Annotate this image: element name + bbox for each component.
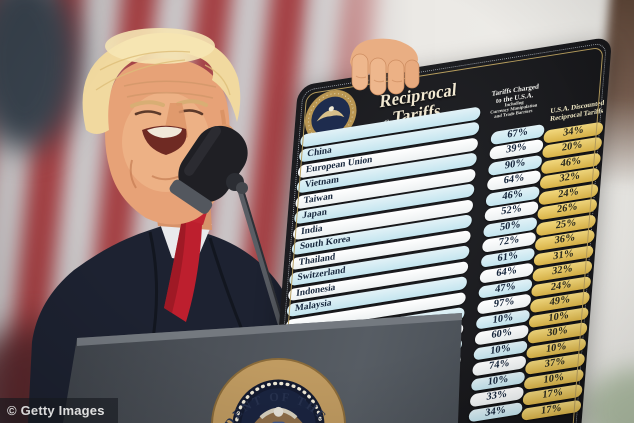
tie-shadow — [164, 219, 186, 313]
finger-1 — [351, 53, 369, 91]
suit-lapel-right — [208, 237, 246, 336]
seal-eagle-head — [328, 106, 334, 112]
suit-lapel-left — [148, 231, 159, 346]
mic-highlight — [184, 126, 221, 176]
seal-dots — [307, 92, 354, 140]
discounted-column-header: U.S.A. Discounted Reciprocal Tariffs — [539, 98, 615, 125]
hair-top — [105, 28, 215, 64]
seal-eagle — [316, 109, 345, 122]
microphone — [169, 125, 288, 335]
hair-strands — [95, 50, 231, 96]
charged-column-header: Tariffs Charged to the U.S.A. Including … — [482, 82, 546, 122]
podium-seal-eagle-head — [273, 406, 284, 417]
finger-2 — [369, 57, 387, 96]
mic-band — [169, 179, 213, 214]
podium-seal-outer-line — [211, 357, 346, 423]
forehead-lines — [123, 80, 217, 99]
hand-holding-board — [350, 38, 420, 96]
getty-watermark: © Getty Images — [0, 398, 118, 423]
teeth — [147, 126, 182, 138]
podium-presidential-seal: RESIDENT OF THE UNIT — [210, 357, 346, 423]
knuckle-creases — [355, 75, 403, 83]
podium-seal-center — [241, 388, 316, 423]
finger-4 — [404, 59, 420, 89]
mic-clamp-ring — [236, 182, 248, 194]
mic-stand — [233, 177, 288, 335]
mic-stand-shadow — [238, 177, 288, 335]
finger-3 — [387, 59, 405, 95]
tariff-board: Reciprocal Tariffs Country Tariffs Charg… — [260, 36, 615, 423]
